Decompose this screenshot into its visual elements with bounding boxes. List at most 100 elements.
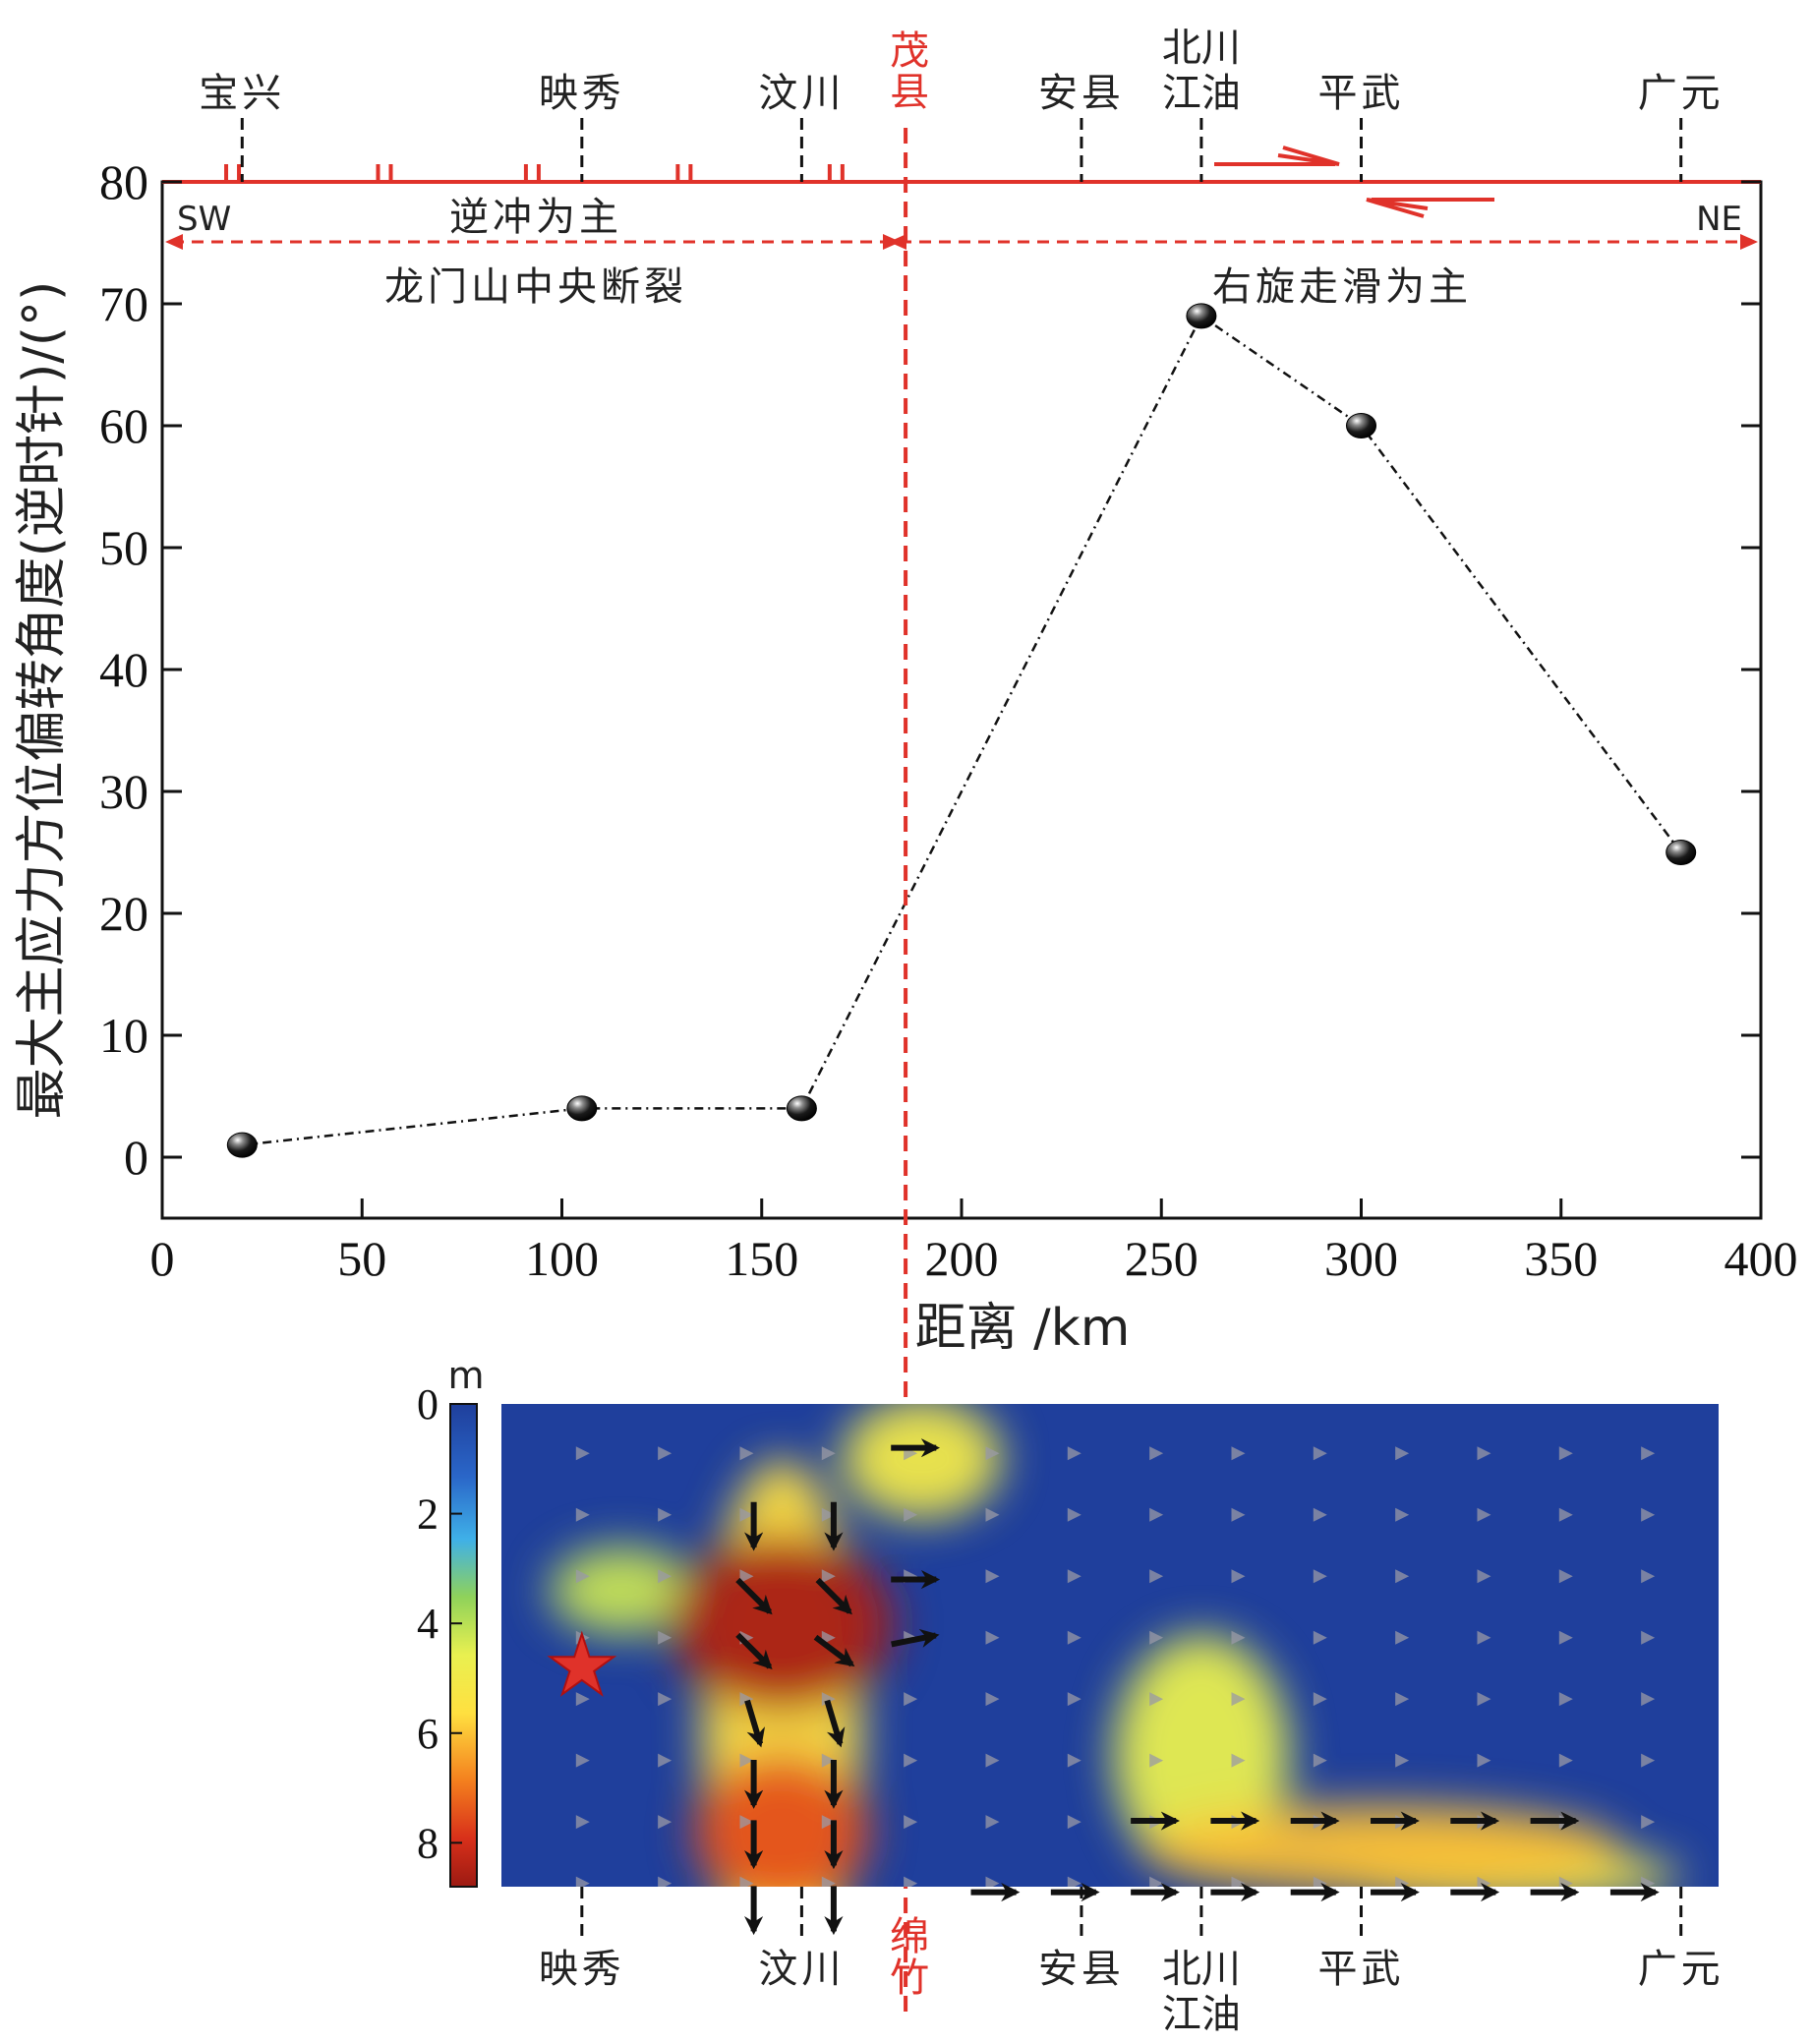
series-line [242,314,1682,1146]
small-slip-vector [658,1753,672,1768]
small-slip-vector [985,1446,1000,1461]
small-slip-vector [1395,1753,1410,1768]
strike-slip-label: 右旋走滑为主 [1212,264,1472,310]
small-slip-vector [1641,1507,1656,1522]
location-label: 茂县 [883,29,928,112]
small-slip-vector [575,1569,590,1584]
small-slip-vector [1067,1692,1081,1707]
small-slip-vector [1231,1569,1246,1584]
slip-vector [813,1634,855,1667]
colorbar [449,1403,478,1888]
small-slip-vector [1558,1446,1573,1461]
location-label: 平武 [1318,1947,1405,1992]
small-slip-vector [985,1692,1000,1707]
small-slip-vector [821,1815,836,1830]
x-axis: 0 50 100 150 200 250 300 350 400 [150,1198,1798,1286]
small-slip-vector [1395,1446,1410,1461]
small-slip-vector [1149,1692,1164,1707]
x-tick-label: 400 [1724,1231,1798,1286]
small-slip-vector [1313,1446,1327,1461]
small-slip-vector [658,1569,672,1584]
small-slip-vector [1641,1692,1656,1707]
colorbar-tick-label: 2 [417,1490,438,1539]
small-slip-vector [985,1569,1000,1584]
small-slip-vector [1641,1815,1656,1830]
small-slip-vector [1231,1692,1246,1707]
small-slip-vector [985,1630,1000,1645]
slip-vectors [735,1438,1660,1936]
location-label: 广元 [1638,1947,1724,1992]
small-slip-vector [1149,1569,1164,1584]
small-slip-vector [658,1507,672,1522]
location-label: 北川江油 [1162,26,1241,116]
small-slip-vector [658,1692,672,1707]
x-axis-label: 距离 /km [915,1299,1131,1358]
location-label: 广元 [1638,71,1724,116]
data-points [226,303,1697,1158]
y-tick-label: 30 [99,764,148,819]
slip-vector [891,1629,940,1648]
fault-label: 龙门山中央断裂 [384,264,687,310]
small-slip-vector [904,1507,918,1522]
small-slip-vector [739,1815,754,1830]
region-arrow-mid-left [883,234,901,250]
small-slip-vector [985,1507,1000,1522]
small-slip-vector [821,1569,836,1584]
slip-patch [1140,1804,1621,1887]
small-slip-vector [904,1815,918,1830]
colorbar-tick-label: 0 [417,1380,438,1429]
small-slip-vector [1313,1569,1327,1584]
x-tick-label: 250 [1125,1231,1198,1286]
small-slip-vector [1067,1569,1081,1584]
location-label: 汶川 [758,71,845,116]
small-slip-vector [658,1446,672,1461]
small-slip-vector [575,1753,590,1768]
location-label: 映秀 [539,1947,625,1992]
slip-patches [550,1404,1681,1887]
y-tick-label: 70 [99,276,148,331]
y-tick-label: 40 [99,642,148,697]
small-slip-vector [1477,1507,1491,1522]
slip-vector [735,1632,773,1670]
location-label: 宝兴 [199,71,285,116]
small-slip-vector [1067,1507,1081,1522]
small-slip-vector [739,1753,754,1768]
small-slip-vector [1641,1446,1656,1461]
data-point [1186,303,1217,329]
region-arrow-left [165,234,183,250]
location-label: 北川江油 [1162,1947,1241,2037]
y-tick-label: 80 [99,154,148,209]
small-slip-vector [1231,1446,1246,1461]
small-slip-vector [1477,1753,1491,1768]
x-tick-label: 0 [150,1231,175,1286]
slip-vector [735,1577,773,1615]
small-slip-vector [739,1876,754,1887]
plot-frame [160,180,1763,1220]
x-tick-label: 350 [1524,1231,1598,1286]
fault-ticks [224,164,845,182]
small-slip-vector [1477,1692,1491,1707]
small-slip-vector [1641,1753,1656,1768]
small-slip-vector [1558,1692,1573,1707]
small-slip-vector [985,1753,1000,1768]
data-point [1666,840,1697,865]
small-slip-vector [1149,1446,1164,1461]
data-point [786,1095,817,1122]
small-slip-vector [1558,1507,1573,1522]
x-tick-label: 300 [1324,1231,1398,1286]
y-tick-label: 60 [99,398,148,453]
bottom-locations: 映秀 汶川 绵竹 安县 北川江油 平武 广元 [539,1887,1724,2037]
location-label: 映秀 [539,71,625,116]
small-slip-vector [1395,1507,1410,1522]
small-slip-vector [575,1507,590,1522]
y-axis: 0 10 20 30 40 50 60 70 80 [99,154,1761,1185]
small-slip-vector [658,1630,672,1645]
small-slip-vector [1395,1692,1410,1707]
small-slip-vector [1231,1753,1246,1768]
small-slip-vector [1558,1753,1573,1768]
slip-heatmap: m 0 2 4 6 8 映秀 汶川 绵竹 安县 北川江油 平武 广元 [417,1354,1724,2037]
y-axis-label: 最大主应力方位偏转角度(逆时针)/(°) [13,281,72,1120]
location-label: 安县 [1038,1947,1125,1992]
small-slip-vector [575,1815,590,1830]
